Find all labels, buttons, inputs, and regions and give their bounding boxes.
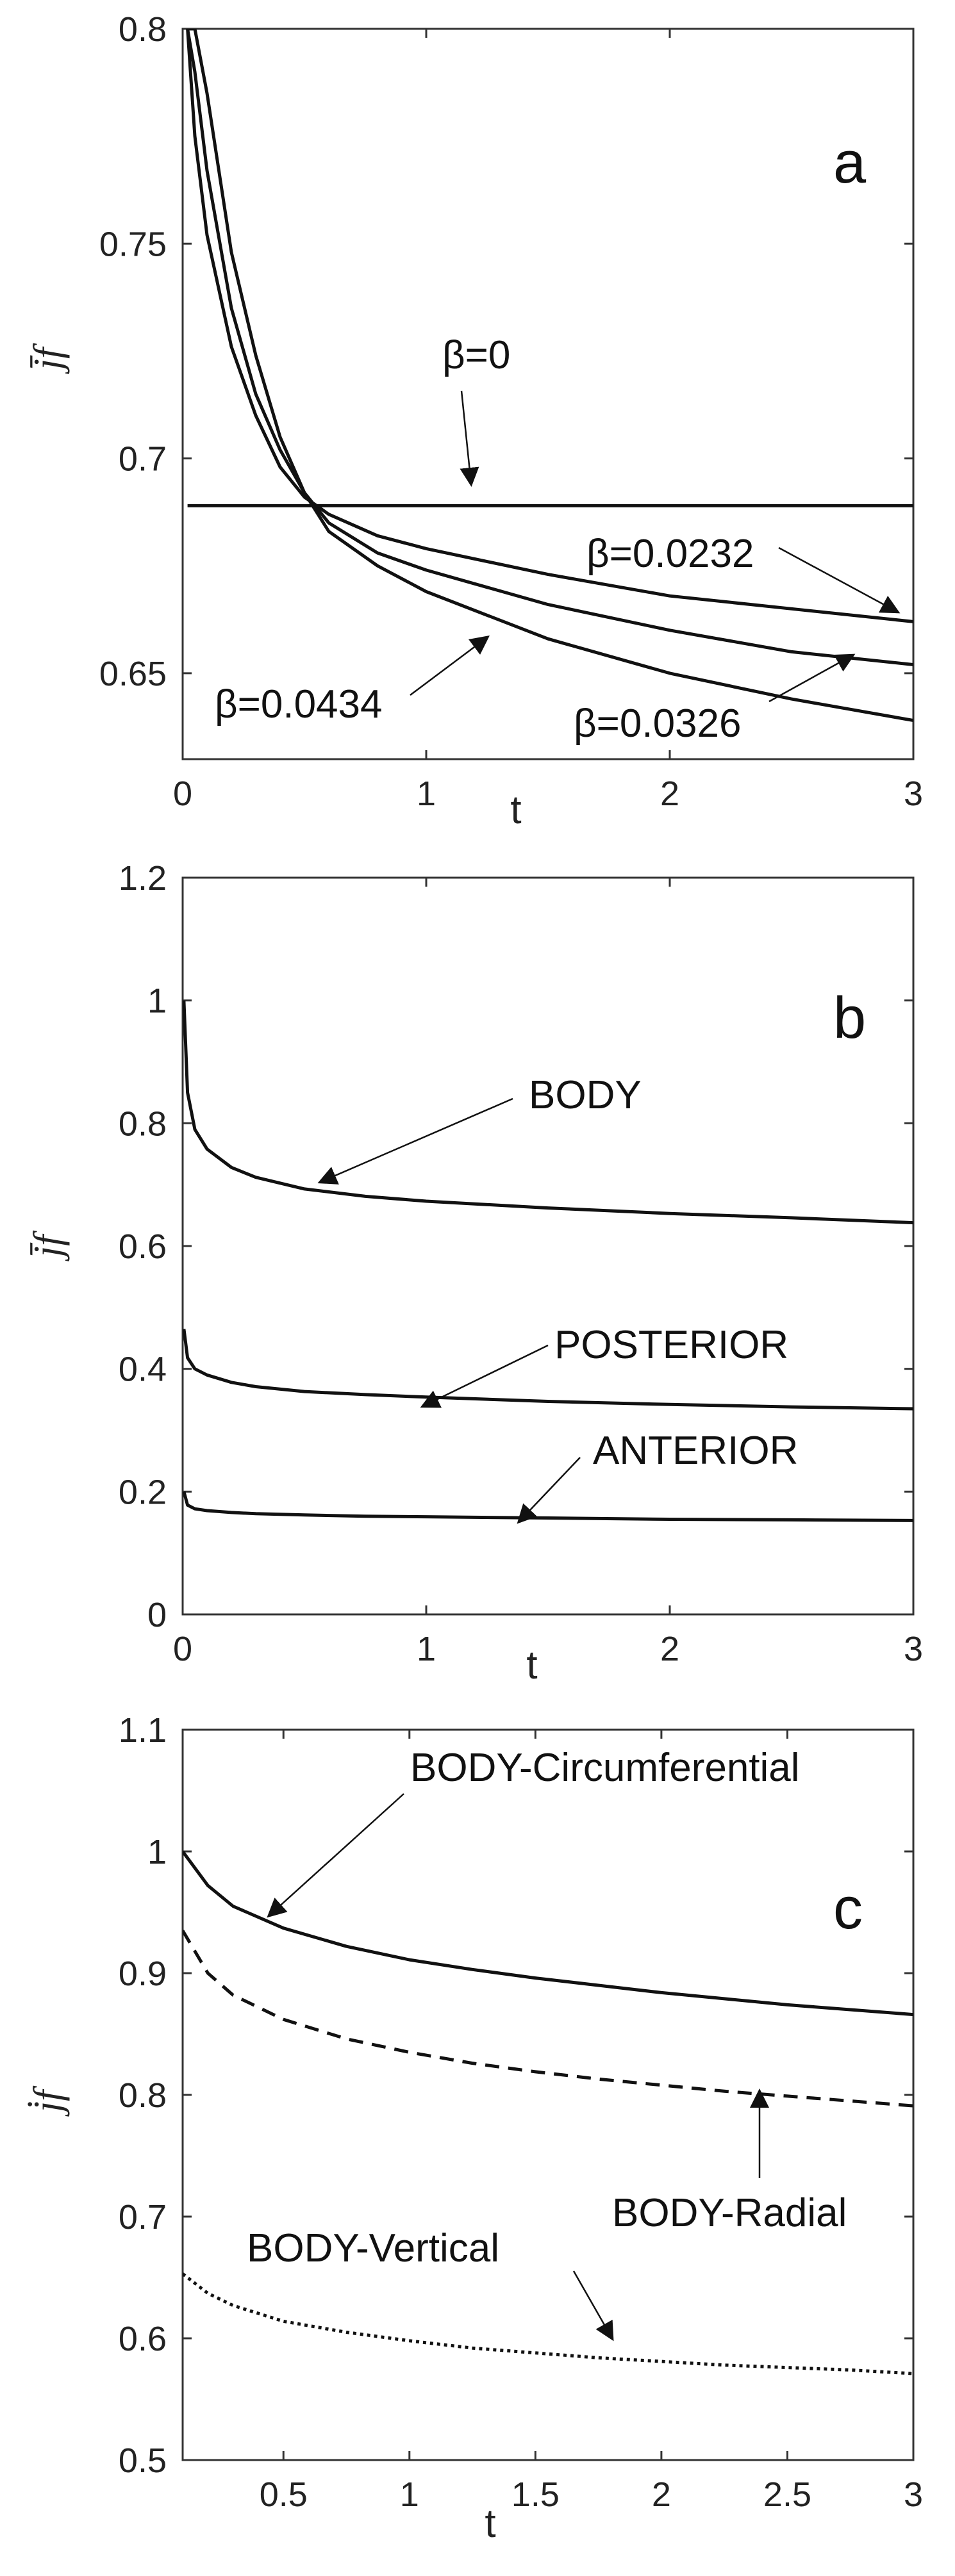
- chart-panel-b: 0 1 2 3 0 0.2 0.4 0.6 0.8 1 1.2 BODY POSTERIOR ANTERI…: [26, 859, 923, 1687]
- y-tick-label: 0: [147, 1596, 167, 1634]
- annotation-label: β=0.0326: [574, 701, 742, 746]
- annotation-arrow: [572, 2270, 614, 2342]
- y-axis-label: j̄f: [26, 343, 70, 374]
- series-line-body-circumferential: [183, 1850, 913, 2017]
- annotation-label: BODY-Radial: [612, 2191, 847, 2235]
- annotation-arrow: [420, 1344, 549, 1408]
- x-tick-label: 2: [660, 1630, 679, 1668]
- annotation-arrow: [410, 636, 490, 696]
- annotation-label: POSTERIOR: [554, 1323, 788, 1367]
- x-tick-label: 1.5: [511, 2475, 560, 2514]
- y-tick-label: 0.8: [119, 2076, 167, 2115]
- x-tick-label: 3: [904, 1630, 923, 1668]
- panel-letter: c: [833, 1876, 863, 1941]
- annotation-label: BODY-Vertical: [247, 2226, 499, 2270]
- annotation-label: ANTERIOR: [593, 1429, 798, 1473]
- chart-panel-c: 0.5 1 1.5 2 2.5 3 0.5 0.6 0.7 0.8 0.9 1 1.1 BODY-Circ…: [26, 1711, 923, 2546]
- annotation-arrow: [768, 653, 856, 703]
- plot-frame: [181, 1728, 915, 2461]
- series-line--0-0232: [186, 29, 913, 623]
- series-line--0-0434: [187, 29, 913, 723]
- annotation-label: β=0.0434: [215, 682, 383, 726]
- annotation-arrow: [517, 1457, 581, 1524]
- y-tick-label: 0.8: [119, 10, 167, 49]
- x-axis-label: t: [510, 788, 521, 832]
- y-axis-label: j̄f: [26, 1230, 70, 1261]
- annotation-label: β=0: [442, 333, 510, 377]
- plot-frame: [181, 876, 915, 1616]
- y-tick-label: 1: [147, 982, 167, 1021]
- panel-letter: a: [833, 130, 867, 195]
- y-tick-label: 1: [147, 1833, 167, 1871]
- x-tick-label: 0.5: [260, 2475, 308, 2514]
- y-tick-label: 0.75: [99, 225, 167, 263]
- x-tick-label: 0: [173, 775, 192, 813]
- annotation-arrow: [778, 546, 901, 614]
- annotation-label: BODY-Circumferential: [410, 1746, 800, 1790]
- y-tick-label: 1.2: [119, 859, 167, 898]
- series-line-posterior: [183, 1329, 913, 1411]
- plot-frame: [181, 28, 915, 760]
- x-tick-label: 1: [417, 775, 436, 813]
- y-tick-label: 0.4: [119, 1350, 167, 1389]
- y-tick-label: 0.9: [119, 1955, 167, 1993]
- annotation-arrow: [267, 1793, 404, 1918]
- annotation-label: BODY: [529, 1073, 642, 1117]
- x-axis-label: t: [485, 2502, 495, 2546]
- annotation-label: β=0.0232: [586, 532, 754, 576]
- y-tick-label: 0.7: [119, 2198, 167, 2236]
- series-line--0-0326: [186, 29, 913, 666]
- y-tick-label: 0.2: [119, 1473, 167, 1511]
- series-line-body-radial: [183, 1930, 913, 2108]
- x-tick-label: 2.5: [763, 2475, 811, 2514]
- annotation-arrow: [317, 1097, 513, 1185]
- y-tick-label: 0.65: [99, 655, 167, 693]
- x-tick-label: 0: [173, 1630, 192, 1668]
- series-line-anterior: [183, 1491, 913, 1522]
- y-tick-label: 0.6: [119, 1227, 167, 1266]
- series-line-body: [183, 1000, 913, 1225]
- y-tick-label: 0.8: [119, 1104, 167, 1143]
- x-axis-label: t: [526, 1643, 537, 1687]
- x-tick-label: 2: [660, 775, 679, 813]
- y-axis-label: j̇f: [26, 2085, 70, 2117]
- chart-panel-a: 0 1 2 3 0.65 0.7 0.75 0.8 β=0 β=0.0232 β=0.0434 β=0…: [26, 10, 923, 832]
- x-tick-label: 3: [904, 775, 923, 813]
- series-line-body-vertical: [183, 2272, 913, 2375]
- x-tick-label: 3: [904, 2475, 923, 2514]
- x-tick-label: 1: [400, 2475, 419, 2514]
- annotation-arrow: [460, 390, 479, 487]
- x-tick-label: 2: [652, 2475, 671, 2514]
- y-tick-label: 0.6: [119, 2320, 167, 2358]
- y-tick-label: 0.5: [119, 2441, 167, 2480]
- x-tick-label: 1: [417, 1630, 436, 1668]
- panel-letter: b: [833, 985, 866, 1051]
- y-tick-label: 1.1: [119, 1711, 167, 1750]
- y-tick-label: 0.7: [119, 440, 167, 479]
